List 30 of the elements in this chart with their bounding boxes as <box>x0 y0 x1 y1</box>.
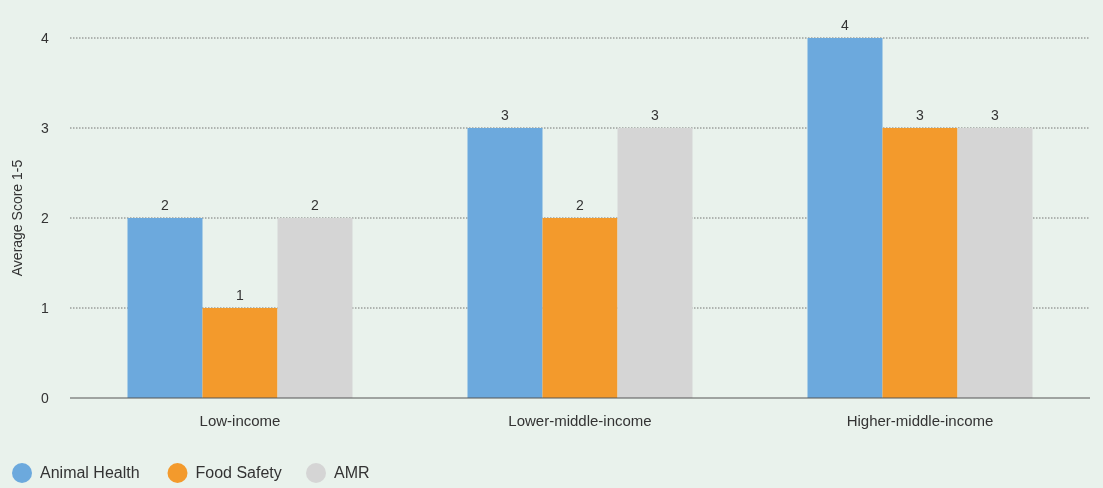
bar <box>127 218 203 398</box>
y-tick-label: 1 <box>41 299 50 316</box>
y-tick-label: 2 <box>41 209 50 226</box>
data-label: 3 <box>651 107 660 123</box>
bar <box>277 218 353 398</box>
x-tick-label: Low-income <box>199 412 281 429</box>
bar <box>542 218 618 398</box>
bar <box>882 128 958 398</box>
bar <box>957 128 1033 398</box>
data-label: 1 <box>236 287 245 303</box>
bar <box>807 38 883 398</box>
data-label: 3 <box>991 107 1000 123</box>
data-label: 4 <box>841 17 850 33</box>
data-label: 2 <box>161 197 170 213</box>
legend-label: Food Safety <box>195 464 282 481</box>
data-label: 2 <box>311 197 320 213</box>
legend-label: AMR <box>334 464 370 481</box>
y-tick-label: 4 <box>41 29 50 46</box>
bar <box>467 128 543 398</box>
x-tick-label: Lower-middle-income <box>508 412 652 429</box>
legend-label: Animal Health <box>40 464 140 481</box>
data-label: 3 <box>916 107 925 123</box>
data-label: 3 <box>501 107 510 123</box>
y-axis-title: Average Score 1-5 <box>9 159 25 277</box>
y-tick-label: 3 <box>41 119 50 136</box>
bar <box>202 308 278 398</box>
data-label: 2 <box>576 197 585 213</box>
y-tick-label: 0 <box>41 389 50 406</box>
x-tick-label: Higher-middle-income <box>846 412 994 429</box>
bar <box>617 128 693 398</box>
